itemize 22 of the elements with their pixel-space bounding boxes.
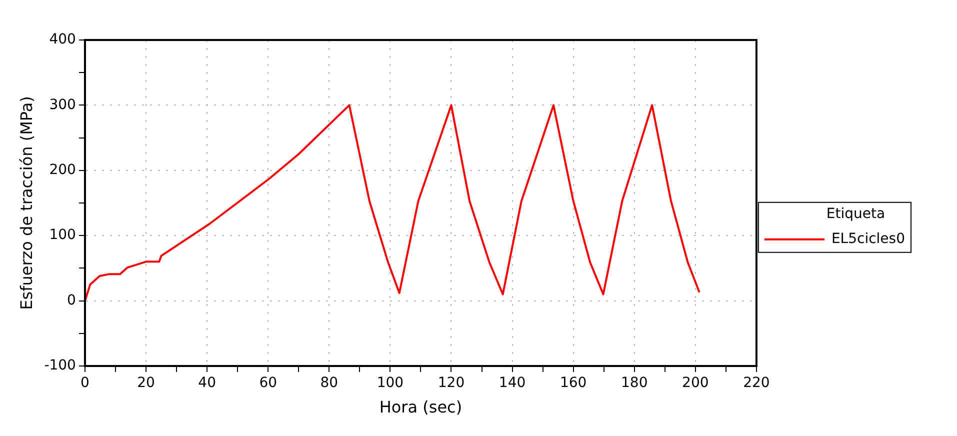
x-tick-label: 200 [682, 375, 709, 392]
y-tick-label: 200 [49, 162, 76, 178]
x-tick-label: 100 [376, 375, 404, 392]
x-tick-label: 140 [498, 375, 526, 392]
x-tick-label: 80 [320, 375, 338, 392]
x-tick-label: 60 [259, 375, 278, 392]
x-tick-label: 220 [743, 375, 770, 392]
x-tick-label: 0 [80, 375, 90, 392]
legend-title: Etiqueta [826, 206, 886, 222]
y-tick-label: -100 [44, 358, 76, 374]
y-tick-label: 0 [67, 292, 76, 308]
x-axis-title: Hora (sec) [379, 398, 462, 417]
x-tick-label: 20 [137, 375, 155, 392]
y-axis-title: Esfuerzo de tracción (MPa) [16, 96, 36, 310]
y-tick-label: 100 [49, 227, 76, 244]
x-tick-label: 40 [198, 375, 216, 392]
x-tick-label: 120 [438, 375, 465, 392]
y-tick-label: 400 [49, 32, 76, 48]
y-tick-label: 300 [49, 96, 76, 113]
x-tick-label: 180 [621, 375, 648, 392]
x-tick-label: 160 [560, 375, 587, 392]
legend-label: EL5cicles0 [831, 231, 906, 248]
